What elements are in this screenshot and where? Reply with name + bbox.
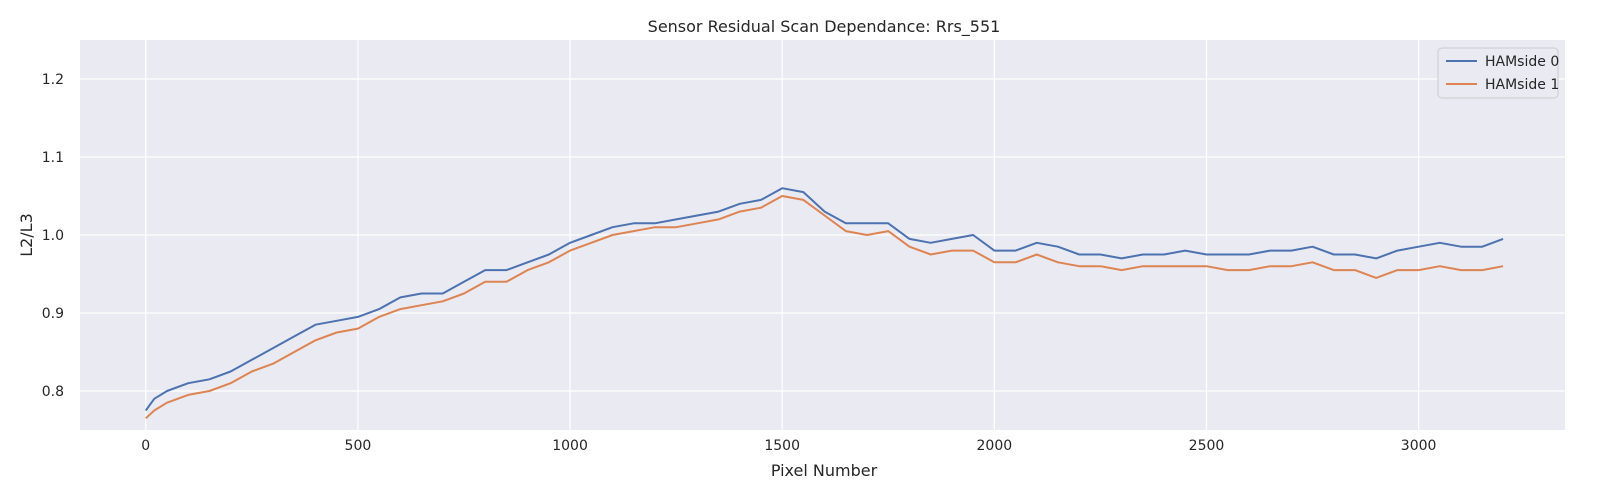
x-tick-label: 0 <box>141 438 150 454</box>
legend-label-hamside-0: HAMside 0 <box>1485 54 1559 70</box>
series-line-hamside-1 <box>145 195 1504 420</box>
chart-title: Sensor Residual Scan Dependance: Rrs_551 <box>648 17 1001 37</box>
x-tick-label: 1500 <box>764 438 800 454</box>
series-line-hamside-0 <box>144 187 1504 412</box>
legend-label-hamside-1: HAMside 1 <box>1485 77 1559 93</box>
series-layer <box>144 187 1504 420</box>
grid-lines <box>80 40 1565 430</box>
x-tick-label: 2000 <box>977 438 1013 454</box>
y-tick-label: 0.9 <box>42 306 64 322</box>
tick-labels: 0 500 1000 1500 2000 2500 3000 0.8 0.9 1.0 1.1 1.2 <box>42 72 1437 454</box>
x-tick-label: 3000 <box>1401 438 1437 454</box>
y-tick-label: 1.1 <box>42 150 64 166</box>
y-tick-label: 0.8 <box>42 384 64 400</box>
y-tick-label: 1.2 <box>42 72 64 88</box>
y-tick-label: 1.0 <box>42 228 64 244</box>
x-axis-label: Pixel Number <box>771 461 878 480</box>
legend: HAMside 0 HAMside 1 <box>1437 47 1559 99</box>
y-axis-label: L2/L3 <box>17 213 36 257</box>
x-tick-label: 2500 <box>1189 438 1225 454</box>
x-tick-label: 500 <box>345 438 372 454</box>
x-tick-label: 1000 <box>552 438 588 454</box>
